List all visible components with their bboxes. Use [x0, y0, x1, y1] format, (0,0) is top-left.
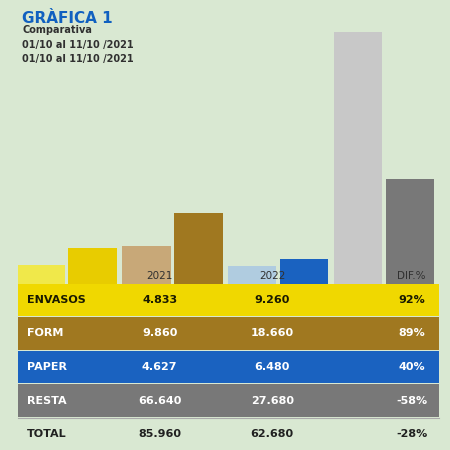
Text: TOTAL: TOTAL — [27, 429, 67, 439]
Text: 40%: 40% — [398, 362, 425, 372]
Text: Comparativa: Comparativa — [22, 25, 92, 35]
Text: 01/10 al 11/10 /2021: 01/10 al 11/10 /2021 — [22, 54, 134, 64]
Text: 4.627: 4.627 — [142, 362, 177, 372]
Text: 89%: 89% — [398, 328, 425, 338]
Text: 2021: 2021 — [31, 297, 50, 306]
Text: 2021: 2021 — [243, 297, 262, 306]
Text: 85.960: 85.960 — [138, 429, 181, 439]
Text: 01/10 al 11/10 /2021: 01/10 al 11/10 /2021 — [22, 40, 134, 50]
Text: -58%: -58% — [396, 396, 428, 405]
Bar — [386, 179, 434, 284]
Text: 66.640: 66.640 — [138, 396, 181, 405]
Text: FORM: FORM — [27, 328, 63, 338]
Bar — [68, 248, 117, 284]
Text: RESTA: RESTA — [27, 396, 67, 405]
Text: 9.860: 9.860 — [142, 328, 177, 338]
Bar — [122, 246, 171, 284]
Text: 2022: 2022 — [400, 297, 419, 306]
Text: 9.260: 9.260 — [255, 295, 290, 305]
Text: 2022: 2022 — [83, 297, 102, 306]
Text: 18.660: 18.660 — [251, 328, 294, 338]
Text: GRÀFICA 1: GRÀFICA 1 — [22, 11, 113, 26]
Bar — [228, 266, 276, 284]
Text: 27.680: 27.680 — [251, 396, 294, 405]
Text: 2021: 2021 — [348, 297, 368, 306]
Text: -28%: -28% — [396, 429, 428, 439]
Bar — [16, 265, 65, 284]
Text: 2021: 2021 — [147, 271, 173, 281]
Text: DIF.%: DIF.% — [397, 271, 426, 281]
Text: 2022: 2022 — [259, 271, 285, 281]
Text: 92%: 92% — [398, 295, 425, 305]
Text: 62.680: 62.680 — [251, 429, 294, 439]
Text: PAPER: PAPER — [27, 362, 67, 372]
Text: ENVASOS: ENVASOS — [27, 295, 86, 305]
Bar — [280, 259, 328, 284]
Bar — [174, 213, 223, 284]
Text: 2022: 2022 — [295, 297, 314, 306]
Text: 4.833: 4.833 — [142, 295, 177, 305]
Text: 6.480: 6.480 — [255, 362, 290, 372]
Text: 2022: 2022 — [189, 297, 208, 306]
Text: 2021: 2021 — [137, 297, 156, 306]
Bar — [333, 32, 382, 284]
